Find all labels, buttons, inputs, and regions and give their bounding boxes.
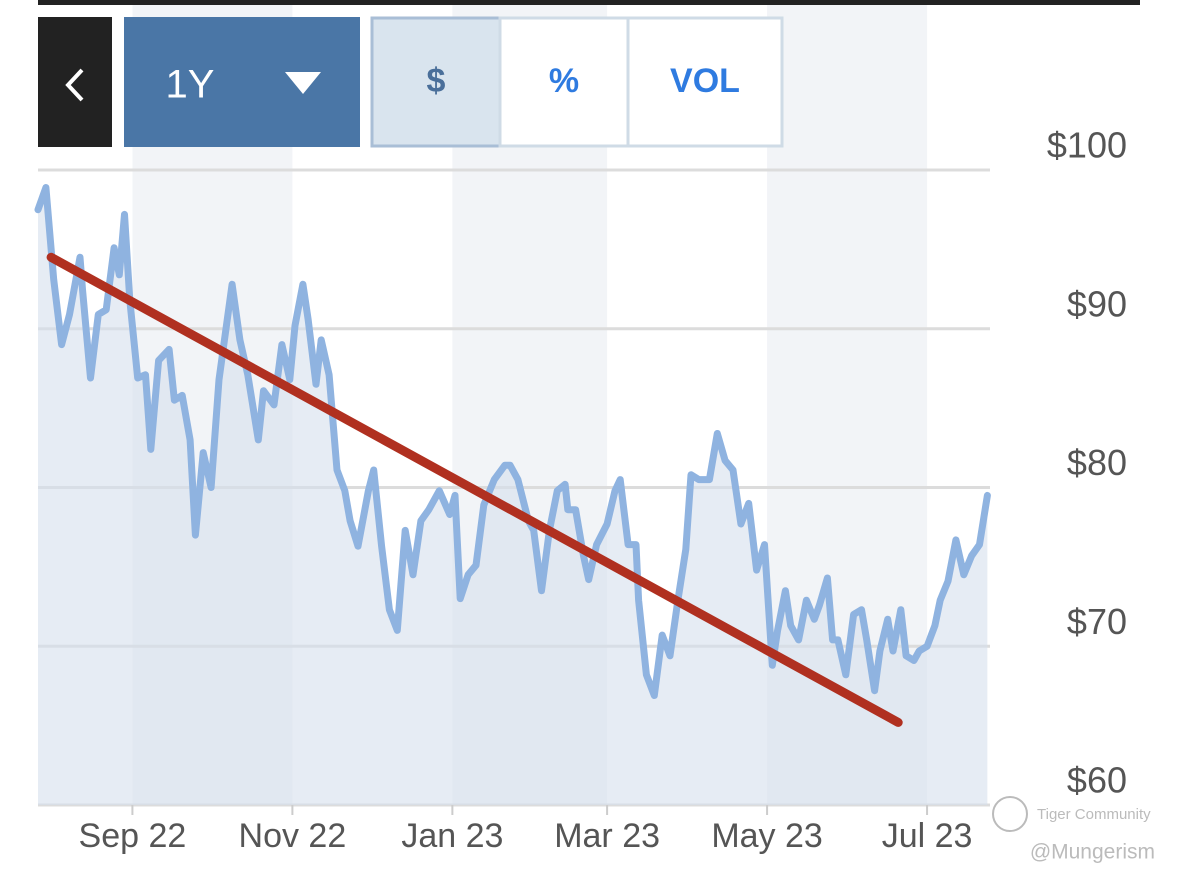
area <box>38 187 988 805</box>
range-dropdown[interactable] <box>124 17 360 147</box>
top-bar <box>38 0 1140 5</box>
x-tick-label: Sep 22 <box>79 817 187 855</box>
range-label: 1Y <box>166 63 215 107</box>
y-tick-label: $60 <box>1067 760 1127 801</box>
x-tick-label: Jan 23 <box>401 817 503 855</box>
y-tick-label: $90 <box>1067 283 1127 324</box>
dropdown-arrow <box>285 72 321 94</box>
x-tick-label: May 23 <box>711 817 823 855</box>
back-button[interactable] <box>38 17 112 147</box>
watermark-user: @Mungerism <box>1030 841 1155 864</box>
mode-button[interactable] <box>498 16 630 148</box>
watermark-brand: Tiger Community <box>1037 806 1151 823</box>
y-tick-label: $100 <box>1047 125 1127 166</box>
y-tick-label: $70 <box>1067 601 1127 642</box>
x-tick-label: Jul 23 <box>882 817 973 855</box>
back-icon <box>65 68 84 102</box>
watermark-logo <box>992 796 1028 832</box>
mode-button[interactable] <box>626 16 784 148</box>
x-tick-label: Mar 23 <box>554 817 660 855</box>
x-tick-label: Nov 22 <box>239 817 347 855</box>
mode-button[interactable] <box>370 16 502 148</box>
mode-label: $ <box>427 62 446 100</box>
trend-line <box>46 252 903 727</box>
mode-label: VOL <box>670 62 740 100</box>
y-tick-label: $80 <box>1067 442 1127 483</box>
mode-label: % <box>549 62 579 100</box>
